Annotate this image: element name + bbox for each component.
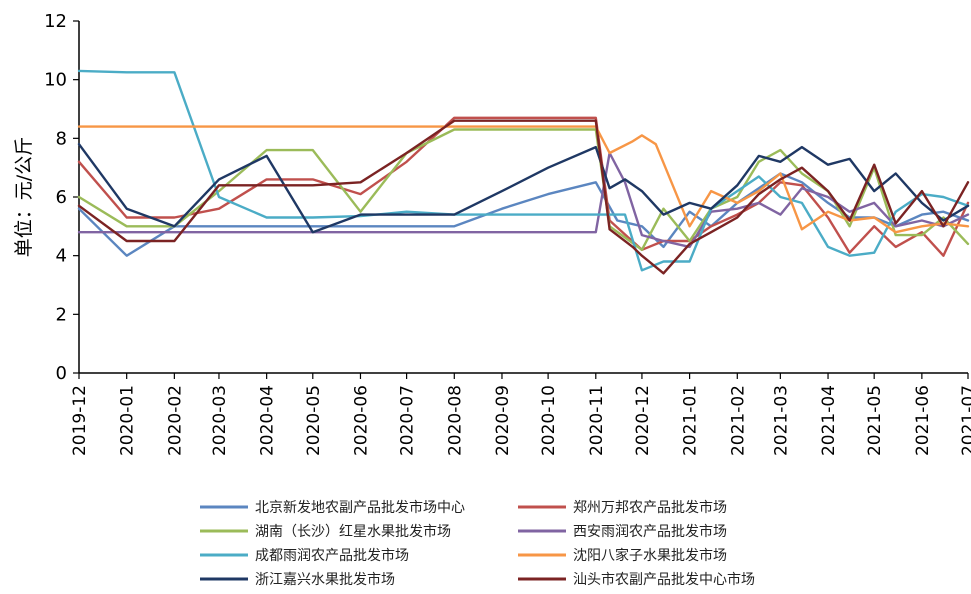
legend-item: 汕头市农副产品批发中心市场 [518,571,755,588]
x-tick-label: 2021-03 [771,385,791,456]
legend-label: 湖南（长沙）红星水果批发市场 [255,523,451,540]
x-tick-label: 2019-12 [70,385,90,456]
legend-item: 北京新发地农副产品批发市场中心 [200,499,465,516]
y-axis-label: 单位：元/公斤 [13,137,35,257]
series-line-3 [77,128,970,251]
legend-item: 西安雨润农产品批发市场 [518,523,727,540]
legend-label: 北京新发地农副产品批发市场中心 [255,499,465,516]
legend-label: 汕头市农副产品批发中心市场 [573,571,755,588]
x-tick-label: 2020-06 [351,385,371,456]
x-tick-label: 2020-12 [633,385,653,456]
y-tick-label: 12 [44,11,67,32]
y-tick-label: 4 [56,246,67,267]
series-line-5 [77,69,970,272]
x-tick-label: 2020-10 [539,385,559,456]
y-tick-label: 0 [56,363,67,384]
legend-item: 浙江嘉兴水果批发市场 [200,571,395,588]
x-tick-label: 2021-04 [819,385,839,456]
y-axis-ticks: 0 2 4 6 8 10 12 [44,11,79,384]
y-tick-label: 6 [56,187,67,208]
legend-label: 郑州万邦农产品批发市场 [573,499,727,516]
x-tick-label: 2021-02 [728,385,748,456]
legend-item: 湖南（长沙）红星水果批发市场 [200,523,451,540]
legend-item: 郑州万邦农产品批发市场 [518,499,727,516]
x-tick-label: 2020-04 [258,385,278,456]
x-tick-label: 2020-05 [304,385,324,456]
x-tick-label: 2020-01 [118,385,138,456]
x-tick-label: 2020-11 [587,385,607,456]
series-lines [77,69,970,275]
legend-label: 沈阳八家子水果批发市场 [573,547,727,564]
x-tick-label: 2021-07 [959,385,971,456]
series-line-1 [77,172,970,257]
series-line-8 [77,119,970,275]
x-tick-label: 2021-01 [681,385,701,456]
x-tick-label: 2020-03 [210,385,230,456]
legend-label: 成都雨润农产品批发市场 [255,547,409,564]
x-tick-label: 2020-08 [445,385,465,456]
series-line-4 [77,151,970,249]
legend: 北京新发地农副产品批发市场中心 郑州万邦农产品批发市场湖南（长沙）红星水果批发市场… [200,499,755,588]
series-line-6 [77,125,970,234]
x-tick-label: 2021-05 [865,385,885,456]
x-tick-label: 2020-02 [165,385,185,456]
legend-label: 浙江嘉兴水果批发市场 [255,571,395,588]
series-line-2 [77,116,970,257]
y-tick-label: 2 [56,304,67,325]
x-tick-label: 2020-07 [398,385,418,456]
legend-item: 沈阳八家子水果批发市场 [518,547,727,564]
series-line-7 [77,143,970,234]
y-tick-label: 8 [56,128,67,149]
legend-label: 西安雨润农产品批发市场 [573,523,727,540]
y-tick-label: 10 [44,70,67,91]
x-tick-label: 2021-06 [913,385,933,456]
legend-item: 成都雨润农产品批发市场 [200,547,409,564]
x-axis-ticks: 2019-12 2020-01 2020-02 2020-03 2020-04 2020-… [70,373,971,456]
x-tick-label: 2020-09 [493,385,513,456]
